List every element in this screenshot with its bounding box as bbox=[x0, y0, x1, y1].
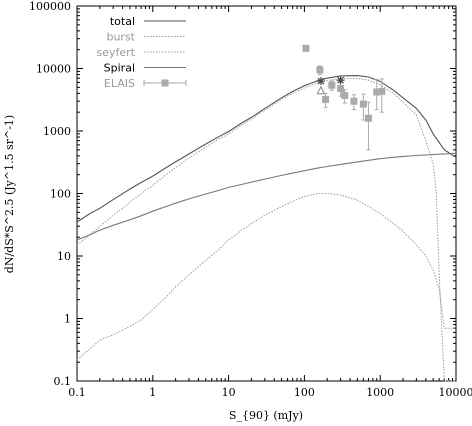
legend-label-seyfert: seyfert bbox=[97, 46, 136, 59]
y-axis-title: dN/dS*S^2.5 (Jy^1.5 sr^-1) bbox=[3, 115, 16, 273]
triangle-marker bbox=[316, 85, 326, 95]
series-layer bbox=[76, 75, 457, 382]
x-tick-label: 0.1 bbox=[68, 386, 86, 399]
elais-point bbox=[302, 44, 310, 52]
elais-point bbox=[316, 66, 324, 74]
x-tick-label: 10000 bbox=[439, 386, 472, 399]
axis-ticks bbox=[76, 5, 457, 382]
legend-swatch-elais-marker bbox=[161, 79, 169, 87]
y-tick-label: 100000 bbox=[29, 0, 71, 13]
y-tick-label: 0.1 bbox=[54, 375, 72, 388]
points-layer bbox=[302, 44, 386, 151]
y-tick-label: 10000 bbox=[36, 63, 71, 76]
star-marker bbox=[316, 77, 325, 86]
elais-point bbox=[373, 88, 381, 96]
x-tick-label: 1 bbox=[149, 386, 156, 399]
series-line-burst bbox=[76, 78, 456, 382]
legend: total burst seyfert Spiral ELAIS bbox=[97, 15, 187, 90]
series-line-seyfert bbox=[76, 193, 456, 360]
elais-point bbox=[322, 95, 330, 103]
y-tick-label: 10 bbox=[57, 250, 71, 263]
elais-point bbox=[328, 81, 336, 89]
elais-point bbox=[337, 84, 345, 92]
elais-point bbox=[359, 100, 367, 108]
series-line-spiral bbox=[76, 152, 457, 241]
elais-point bbox=[350, 97, 358, 105]
y-tick-label: 100 bbox=[50, 188, 71, 201]
x-tick-label: 10 bbox=[222, 386, 236, 399]
star-marker bbox=[336, 76, 345, 85]
y-tick-label: 1000 bbox=[43, 125, 71, 138]
legend-label-total: total bbox=[110, 15, 135, 28]
series-line-total bbox=[76, 75, 457, 223]
elais-point bbox=[341, 91, 349, 99]
x-tick-label: 100 bbox=[294, 386, 315, 399]
legend-label-spiral: Spiral bbox=[104, 62, 135, 75]
elais-point bbox=[364, 114, 372, 122]
legend-label-burst: burst bbox=[106, 31, 135, 44]
legend-label-elais: ELAIS bbox=[104, 77, 135, 90]
axis-tick-labels: 0.1 1 10 100 1000 10000 0.1 1 10 100 1000 10000 1000… bbox=[29, 0, 472, 399]
elais-point bbox=[378, 87, 386, 95]
x-axis-title: S_{90} (mJy) bbox=[229, 409, 303, 422]
x-tick-label: 1000 bbox=[366, 386, 394, 399]
y-tick-label: 1 bbox=[64, 313, 71, 326]
